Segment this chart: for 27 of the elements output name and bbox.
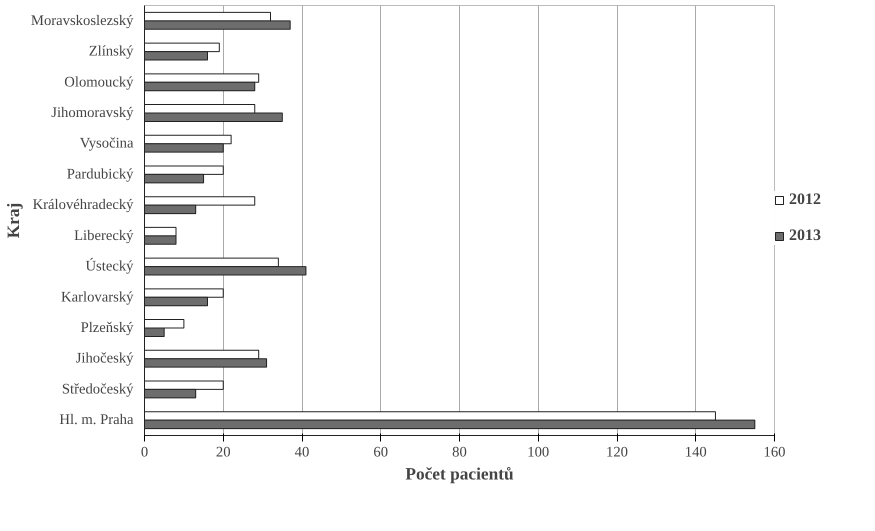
y-tick-label: Karlovarský bbox=[61, 289, 134, 306]
y-tick-label: Ústecký bbox=[85, 258, 134, 275]
x-tick-label: 0 bbox=[140, 444, 148, 460]
x-tick-label: 140 bbox=[684, 444, 707, 460]
x-tick-label: 20 bbox=[216, 444, 231, 460]
y-tick-label: Liberecký bbox=[74, 228, 134, 244]
y-tick-label: Královéhradecký bbox=[32, 197, 134, 214]
legend-label: 2012 bbox=[789, 191, 821, 209]
x-tick-label: 40 bbox=[294, 444, 310, 460]
y-tick-label: Jihomoravský bbox=[51, 105, 134, 121]
y-tick-label: Hl. m. Praha bbox=[59, 412, 134, 428]
x-tick-label: 60 bbox=[373, 444, 388, 460]
y-tick-label: Moravskoslezský bbox=[30, 12, 134, 29]
x-tick-label: 100 bbox=[527, 444, 550, 460]
y-tick-label: Jihočeský bbox=[76, 350, 134, 367]
y-tick-label: Zlínský bbox=[88, 44, 134, 60]
x-tick-label: 80 bbox=[452, 444, 467, 460]
y-tick-label: Olomoucký bbox=[64, 74, 134, 90]
y-tick-label: Vysočina bbox=[80, 136, 134, 152]
y-tick-label: Středočeský bbox=[62, 381, 134, 398]
y-tick-label: Plzeňský bbox=[80, 320, 134, 336]
x-tick-label: 120 bbox=[606, 444, 628, 460]
x-tick-label: 160 bbox=[764, 444, 786, 460]
legend-label: 2013 bbox=[789, 227, 821, 245]
y-axis-title: Kraj bbox=[4, 202, 23, 238]
y-tick-label: Pardubický bbox=[66, 166, 134, 182]
x-axis-title: Počet pacientů bbox=[405, 464, 514, 484]
